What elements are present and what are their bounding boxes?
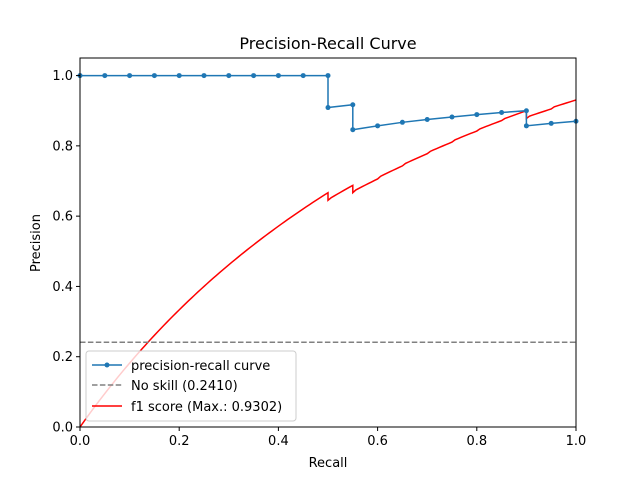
precision-recall-point (127, 73, 133, 79)
precision-recall-point (350, 102, 356, 108)
y-axis-label: Precision (29, 214, 44, 272)
x-axis-label: Recall (309, 456, 348, 471)
precision-recall-point (449, 114, 455, 120)
precision-recall-point (151, 73, 157, 79)
precision-recall-point (275, 73, 281, 79)
x-tick-label: 0.2 (169, 434, 190, 449)
precision-recall-point (424, 117, 430, 122)
precision-recall-point (548, 120, 554, 126)
plot-area (77, 73, 579, 427)
plot-frame (79, 57, 577, 428)
precision-recall-point (499, 109, 505, 115)
x-tick-label: 1.0 (566, 434, 587, 449)
precision-recall-point (102, 73, 108, 79)
x-axis-ticks: 0.0 0.2 0.4 0.6 0.8 1.0 (70, 427, 587, 449)
x-tick-label: 0.4 (268, 434, 289, 449)
f1-score-line (80, 99, 576, 427)
x-tick-label: 0.6 (367, 434, 388, 449)
y-tick-label: 0.0 (52, 421, 73, 436)
precision-recall-point (226, 73, 232, 79)
y-axis-ticks: 0.0 0.2 0.4 0.6 0.8 1.0 (52, 69, 80, 436)
precision-recall-line (80, 74, 576, 131)
y-tick-label: 0.8 (52, 139, 73, 154)
precision-recall-point (325, 105, 331, 111)
precision-recall-point (251, 73, 257, 79)
y-tick-label: 1.0 (52, 69, 73, 84)
precision-recall-point (399, 119, 405, 125)
precision-recall-point (375, 123, 381, 129)
y-tick-label: 0.6 (52, 210, 73, 225)
x-tick-label: 0.8 (466, 434, 487, 449)
y-tick-label: 0.4 (52, 280, 73, 295)
precision-recall-point (325, 73, 331, 79)
precision-recall-point (523, 123, 529, 129)
legend-label-no-skill: No skill (0.2410) (131, 379, 238, 394)
precision-recall-point (201, 73, 207, 79)
x-tick-label: 0.0 (70, 434, 91, 449)
precision-recall-point (523, 108, 529, 114)
chart-title: Precision-Recall Curve (239, 34, 416, 53)
legend-label-precision-recall: precision-recall curve (131, 359, 270, 374)
precision-recall-point (350, 127, 356, 133)
precision-recall-point (300, 73, 306, 79)
y-tick-label: 0.2 (52, 350, 73, 365)
precision-recall-point (176, 73, 182, 79)
precision-recall-point (474, 112, 480, 118)
legend-box (85, 350, 297, 422)
legend-label-f1-score: f1 score (Max.: 0.9302) (131, 400, 282, 415)
legend-marker-precision-recall (104, 362, 110, 368)
legend: precision-recall curve No skill (0.2410)… (85, 350, 297, 422)
